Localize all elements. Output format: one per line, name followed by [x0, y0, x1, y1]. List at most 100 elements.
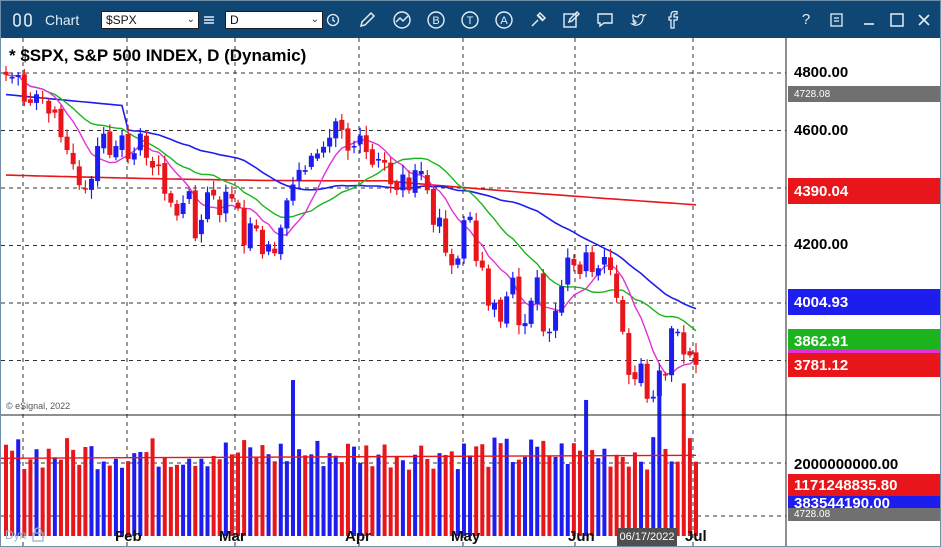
- edit-icon[interactable]: [559, 9, 583, 30]
- watermark: © eSignal, 2022: [6, 401, 71, 411]
- volume-bar: [132, 453, 137, 536]
- maximize-icon[interactable]: [886, 9, 908, 30]
- candle-body: [553, 310, 559, 331]
- last-price-box: 4728.08: [788, 86, 940, 102]
- candle-body: [528, 300, 534, 324]
- lock-icon[interactable]: [31, 526, 45, 547]
- candle-body: [223, 191, 229, 214]
- volume-bar: [590, 450, 595, 536]
- candle-body: [321, 146, 327, 153]
- chevron-down-icon[interactable]: ⌄: [310, 14, 319, 25]
- candle-body: [168, 193, 174, 203]
- volume-bar: [681, 383, 686, 536]
- svg-text:A: A: [500, 15, 508, 27]
- minimize-icon[interactable]: [826, 9, 848, 30]
- candle-body: [259, 229, 265, 255]
- volume-bar: [602, 448, 607, 536]
- volume-bar: [358, 462, 363, 536]
- chart-canvas[interactable]: [1, 38, 940, 546]
- candle-body: [314, 153, 320, 159]
- candle-body: [424, 175, 430, 191]
- ma-fastest-line: [5, 74, 697, 375]
- candle-body: [113, 146, 119, 158]
- candle-body: [76, 166, 82, 186]
- comment-icon[interactable]: [593, 9, 617, 30]
- volume-bar: [370, 466, 375, 536]
- volume-bar: [150, 438, 155, 536]
- candle-body: [162, 163, 168, 194]
- chevron-down-icon[interactable]: ⌄: [186, 14, 195, 25]
- volume-bar: [449, 451, 454, 536]
- x-label-jul: Jul: [685, 528, 707, 545]
- volume-bar: [565, 463, 570, 536]
- volume-bar: [584, 399, 589, 536]
- ma-fast-line: [5, 74, 697, 332]
- tools-icon[interactable]: [526, 9, 550, 30]
- candle-body: [88, 178, 94, 190]
- volume-bar: [52, 457, 57, 536]
- volume-bar: [168, 466, 173, 536]
- t-circle-icon[interactable]: T: [458, 9, 482, 30]
- candle-body: [681, 332, 687, 355]
- clock-icon[interactable]: [323, 9, 343, 30]
- symbol-input[interactable]: $SPX ⌄: [101, 11, 199, 29]
- candle-body: [589, 252, 595, 272]
- candle-body: [583, 252, 589, 272]
- ma-long-line: [5, 174, 697, 206]
- candle-body: [46, 100, 52, 114]
- restore-icon[interactable]: [858, 9, 880, 30]
- candle-body: [662, 374, 668, 376]
- candle-body: [455, 258, 461, 265]
- volume-bar: [510, 462, 515, 536]
- dyn-label[interactable]: Dyn: [5, 528, 27, 542]
- twitter-icon[interactable]: [627, 9, 651, 30]
- line-chart-icon[interactable]: [390, 9, 414, 30]
- candle-body: [430, 188, 436, 225]
- price-candles: [3, 66, 699, 403]
- candle-body: [351, 146, 357, 148]
- volume-bar: [608, 466, 613, 536]
- volume-bar: [596, 458, 601, 536]
- candle-body: [369, 149, 375, 165]
- volume-bar: [254, 457, 259, 536]
- candle-body: [27, 99, 33, 103]
- volume-bar: [40, 467, 45, 536]
- volume-bar: [547, 455, 552, 536]
- candle-body: [278, 227, 284, 255]
- candle-body: [510, 277, 516, 295]
- volume-bar: [498, 443, 503, 536]
- ma-mid-price-box: 4004.93: [788, 289, 940, 315]
- volume-bar: [443, 454, 448, 536]
- help-icon[interactable]: ?: [801, 11, 811, 28]
- chart-layout-icon[interactable]: [11, 9, 37, 30]
- volume-bar: [199, 458, 204, 536]
- candle-body: [9, 77, 15, 79]
- pencil-icon[interactable]: [355, 9, 379, 30]
- volume-bar: [468, 455, 473, 536]
- volume-bar: [303, 455, 308, 536]
- interval-input[interactable]: D ⌄: [225, 11, 323, 29]
- a-circle-icon[interactable]: A: [492, 9, 516, 30]
- candle-body: [644, 363, 650, 399]
- close-icon[interactable]: [913, 9, 935, 30]
- candle-body: [375, 158, 381, 161]
- candle-body: [58, 108, 64, 138]
- volume-bar: [144, 452, 149, 536]
- volume-bar: [669, 461, 674, 536]
- facebook-icon[interactable]: [661, 9, 685, 30]
- candle-body: [156, 164, 162, 167]
- candle-body: [290, 184, 296, 201]
- volume-bar: [297, 449, 302, 536]
- candle-body: [412, 170, 418, 193]
- candle-body: [467, 216, 473, 221]
- price-tick: 4800.00: [794, 64, 849, 81]
- volume-bar: [284, 461, 289, 536]
- volume-bar: [248, 447, 253, 536]
- candle-body: [205, 192, 211, 220]
- volume-bar: [577, 450, 582, 536]
- volume-bar: [156, 466, 161, 536]
- x-label-may: May: [451, 528, 481, 545]
- b-circle-icon[interactable]: B: [424, 9, 448, 30]
- candle-body: [137, 133, 143, 151]
- symbol-menu-icon[interactable]: [199, 9, 219, 30]
